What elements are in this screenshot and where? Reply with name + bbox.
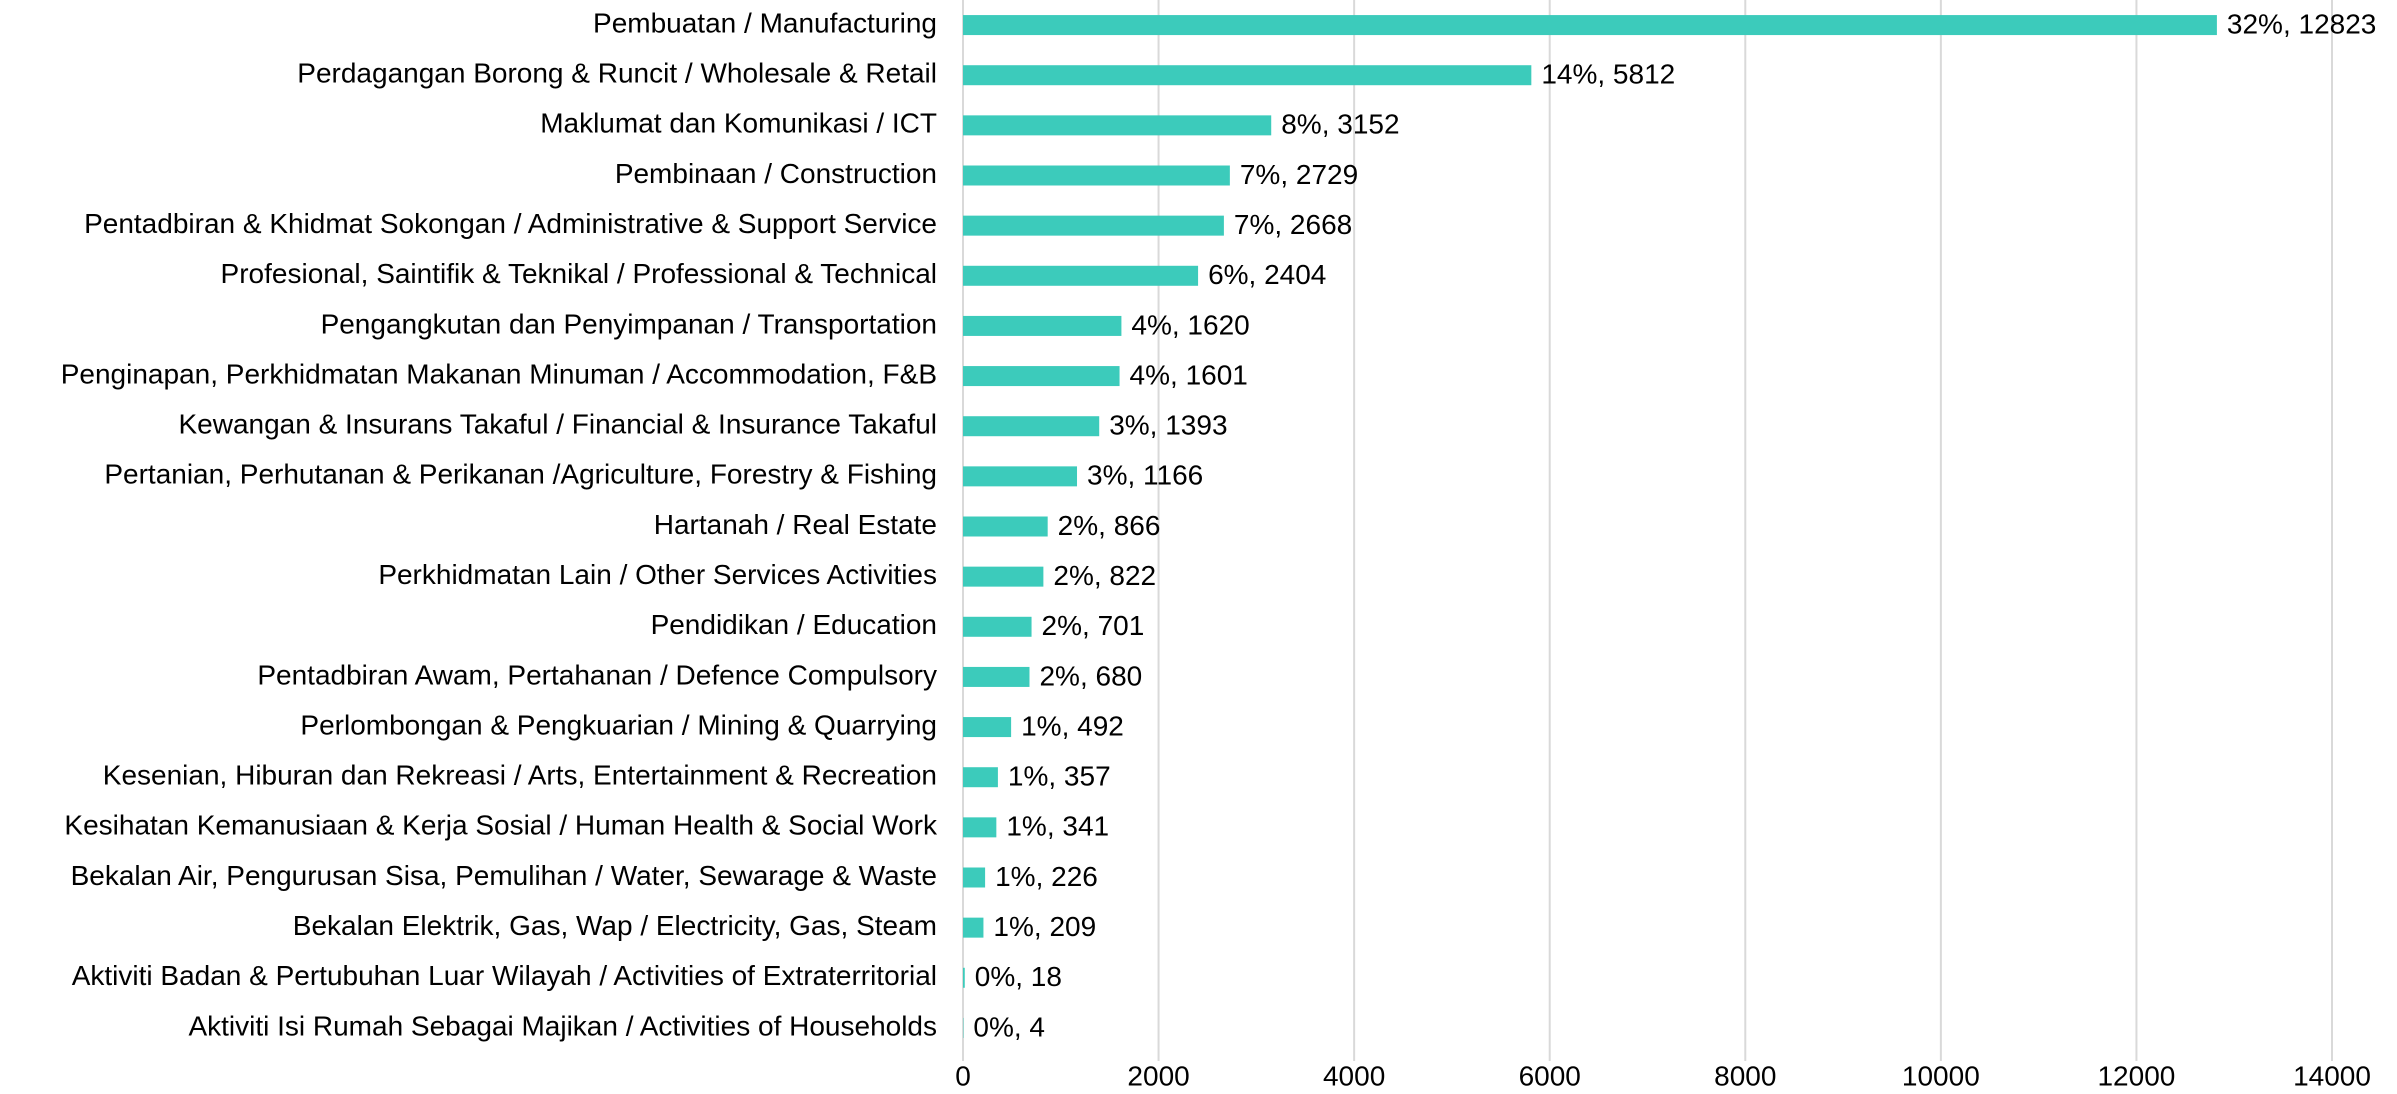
data-label: 32%, 12823	[2227, 8, 2376, 39]
x-tick-label: 6000	[1519, 1060, 1581, 1091]
data-label: 1%, 209	[993, 911, 1096, 942]
x-tick-label: 8000	[1714, 1060, 1776, 1091]
data-label: 2%, 866	[1058, 510, 1161, 541]
y-tick-label: Perkhidmatan Lain / Other Services Activ…	[378, 559, 937, 590]
data-label: 0%, 4	[973, 1011, 1045, 1042]
data-label: 2%, 701	[1042, 610, 1145, 641]
bar	[963, 516, 1048, 537]
data-label: 1%, 226	[995, 861, 1098, 892]
x-tick-label: 10000	[1902, 1060, 1980, 1091]
bar	[963, 717, 1012, 738]
y-tick-label: Kesenian, Hiburan dan Rekreasi / Arts, E…	[103, 760, 937, 791]
y-tick-label: Aktiviti Isi Rumah Sebagai Majikan / Act…	[188, 1010, 937, 1041]
data-label: 2%, 822	[1053, 560, 1156, 591]
bar	[963, 115, 1272, 136]
y-tick-label: Maklumat dan Komunikasi / ICT	[540, 108, 937, 139]
bar	[963, 967, 965, 988]
y-tick-label: Bekalan Air, Pengurusan Sisa, Pemulihan …	[71, 860, 937, 891]
data-label: 1%, 492	[1021, 710, 1124, 741]
data-label: 14%, 5812	[1541, 59, 1675, 90]
y-tick-label: Bekalan Elektrik, Gas, Wap / Electricity…	[293, 910, 937, 941]
bar	[963, 466, 1078, 487]
data-label: 1%, 341	[1006, 811, 1109, 842]
bar	[963, 867, 986, 888]
data-label: 6%, 2404	[1208, 259, 1326, 290]
data-label: 2%, 680	[1039, 660, 1142, 691]
y-tick-label: Pendidikan / Education	[651, 609, 937, 640]
y-tick-label: Pembinaan / Construction	[615, 158, 937, 189]
bar	[963, 616, 1032, 637]
y-tick-label: Penginapan, Perkhidmatan Makanan Minuman…	[61, 358, 937, 389]
bar	[963, 566, 1044, 587]
y-tick-label: Pembuatan / Manufacturing	[593, 7, 937, 38]
data-label: 7%, 2729	[1240, 159, 1358, 190]
bar	[963, 315, 1122, 336]
x-tick-label: 0	[955, 1060, 971, 1091]
data-label: 8%, 3152	[1281, 109, 1399, 140]
data-label: 3%, 1166	[1087, 460, 1203, 491]
bar	[963, 215, 1224, 236]
y-tick-label: Pengangkutan dan Penyimpanan / Transport…	[321, 308, 937, 339]
y-tick-label: Pentadbiran & Khidmat Sokongan / Adminis…	[84, 208, 937, 239]
bar	[963, 817, 997, 838]
y-tick-label: Perdagangan Borong & Runcit / Wholesale …	[297, 58, 937, 89]
y-tick-label: Pertanian, Perhutanan & Perikanan /Agric…	[104, 459, 937, 490]
bar	[963, 416, 1100, 437]
x-tick-label: 4000	[1323, 1060, 1385, 1091]
x-tick-label: 14000	[2293, 1060, 2371, 1091]
y-tick-label: Pentadbiran Awam, Pertahanan / Defence C…	[257, 659, 937, 690]
bar	[963, 15, 2217, 36]
bar	[963, 666, 1030, 687]
x-tick-label: 2000	[1127, 1060, 1189, 1091]
bar	[963, 366, 1120, 387]
data-label: 7%, 2668	[1234, 209, 1352, 240]
y-tick-label: Aktiviti Badan & Pertubuhan Luar Wilayah…	[72, 960, 937, 991]
y-tick-label: Profesional, Saintifik & Teknikal / Prof…	[221, 258, 937, 289]
data-label: 4%, 1601	[1130, 359, 1248, 390]
x-tick-label: 12000	[2097, 1060, 2175, 1091]
y-tick-label: Perlombongan & Pengkuarian / Mining & Qu…	[300, 709, 937, 740]
bar	[963, 65, 1532, 86]
bar	[963, 265, 1199, 286]
y-tick-label: Hartanah / Real Estate	[654, 509, 937, 540]
data-label: 4%, 1620	[1131, 309, 1249, 340]
bar	[963, 165, 1230, 186]
data-label: 3%, 1393	[1109, 410, 1227, 441]
data-label: 0%, 18	[975, 961, 1062, 992]
bar	[963, 767, 998, 788]
y-tick-label: Kesihatan Kemanusiaan & Kerja Sosial / H…	[64, 810, 938, 841]
bar	[963, 917, 984, 938]
data-label: 1%, 357	[1008, 761, 1111, 792]
y-tick-label: Kewangan & Insurans Takaful / Financial …	[178, 409, 937, 440]
